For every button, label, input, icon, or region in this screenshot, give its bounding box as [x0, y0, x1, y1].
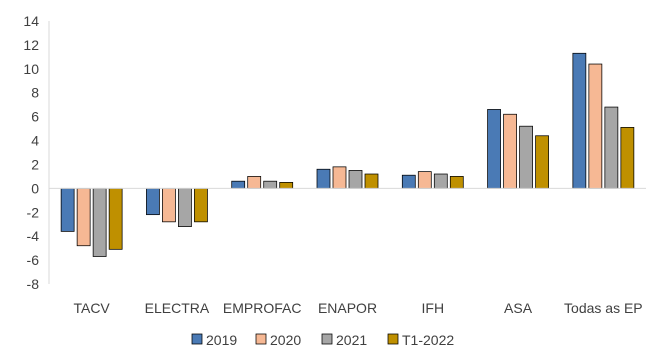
bar-2021-ELECTRA	[178, 187, 192, 227]
y-tick-label: 4	[31, 133, 39, 149]
y-tick-label: 2	[31, 156, 39, 172]
y-tick-label: 8	[31, 85, 39, 101]
legend-item-2019: 2019	[191, 332, 237, 348]
legend-item-T1-2022: T1-2022	[387, 332, 454, 348]
y-tick-label: -2	[27, 204, 40, 220]
legend-swatch	[321, 333, 333, 345]
bar-2020-EMPROFAC	[247, 176, 262, 189]
bar-2019-EMPROFAC	[231, 180, 246, 189]
x-category-label: ASA	[504, 300, 533, 316]
x-category-label: ELECTRA	[145, 300, 210, 316]
y-tick-label: -4	[27, 228, 40, 244]
legend: 2019 2020 2021 T1-2022	[191, 332, 454, 348]
legend-swatch	[387, 333, 399, 345]
bar-2021-Todas as EP	[604, 106, 619, 189]
y-tick-label: 14	[23, 13, 39, 29]
bar-T1-2022-ENAPOR	[364, 173, 379, 189]
y-axis-tick-labels: -8 -6 -4 -2 0 2 4 6 8 10 12 14	[23, 13, 39, 292]
bar-2021-EMPROFAC	[263, 180, 278, 189]
y-tick-label: 0	[31, 180, 39, 196]
legend-swatch	[255, 333, 267, 345]
legend-item-2020: 2020	[255, 332, 301, 348]
bar-T1-2022-ELECTRA	[194, 187, 208, 223]
x-category-label: Todas as EP	[564, 300, 643, 316]
bar-2021-ASA	[519, 125, 533, 189]
bar-2020-Todas as EP	[588, 63, 603, 189]
plot-area	[48, 21, 646, 284]
bar-2019-ENAPOR	[316, 168, 331, 189]
bar-T1-2022-EMPROFAC	[279, 182, 294, 189]
bar-2019-Todas as EP	[572, 52, 587, 189]
y-tick-label: -6	[27, 252, 40, 268]
bar-2021-TACV	[92, 187, 107, 257]
bar-2019-ASA	[487, 109, 501, 189]
legend-swatch	[191, 333, 203, 345]
bar-2020-TACV	[76, 187, 91, 247]
bar-2019-IFH	[401, 174, 416, 189]
bars	[60, 52, 635, 257]
bar-T1-2022-Todas as EP	[620, 127, 635, 189]
bar-2020-ELECTRA	[162, 187, 176, 223]
bar-2019-TACV	[60, 187, 75, 232]
legend-label: 2019	[206, 332, 237, 348]
bar-2021-ENAPOR	[348, 170, 363, 189]
x-category-label: IFH	[422, 300, 445, 316]
legend-item-2021: 2021	[321, 332, 367, 348]
bar-2020-ASA	[503, 113, 517, 189]
bar-T1-2022-TACV	[108, 187, 123, 250]
x-category-label: ENAPOR	[318, 300, 377, 316]
x-category-label: EMPROFAC	[223, 300, 302, 316]
y-tick-label: -8	[27, 276, 40, 292]
bar-2021-IFH	[433, 173, 448, 189]
y-tick-label: 12	[23, 37, 39, 53]
bar-2019-ELECTRA	[146, 187, 160, 216]
bar-2020-IFH	[417, 171, 432, 189]
bar-T1-2022-ASA	[535, 135, 549, 189]
bar-2020-ENAPOR	[332, 166, 347, 189]
legend-label: T1-2022	[402, 332, 454, 348]
legend-label: 2020	[270, 332, 301, 348]
legend-label: 2021	[336, 332, 367, 348]
x-axis-category-labels: TACV ELECTRA EMPROFAC ENAPOR IFH ASA Todas as …	[73, 300, 642, 316]
x-category-label: TACV	[73, 300, 110, 316]
y-tick-label: 6	[31, 109, 39, 125]
bar-T1-2022-IFH	[449, 176, 464, 189]
y-tick-label: 10	[23, 61, 39, 77]
